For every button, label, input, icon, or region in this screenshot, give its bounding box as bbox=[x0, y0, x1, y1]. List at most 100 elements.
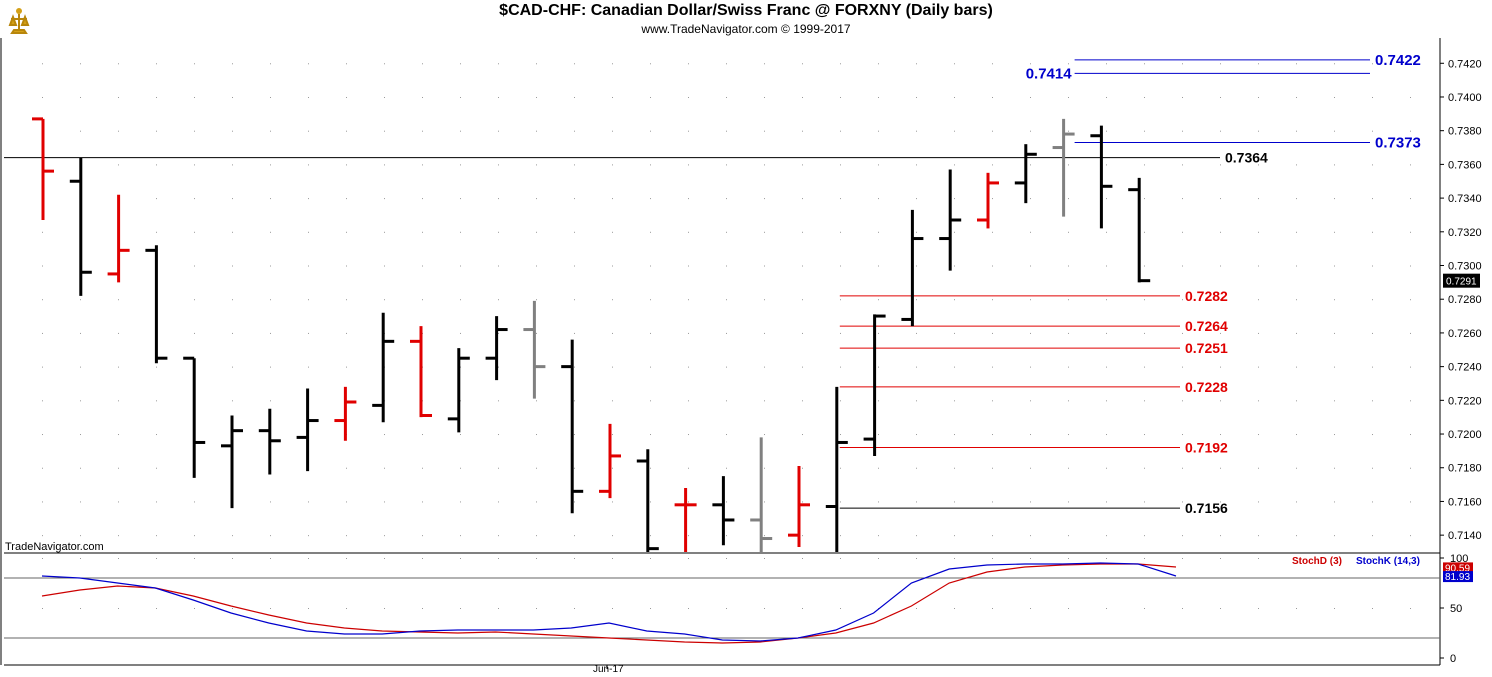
grid-dot bbox=[726, 265, 727, 267]
grid-dot bbox=[612, 299, 613, 301]
grid-dot bbox=[954, 96, 955, 98]
grid-dot bbox=[1030, 558, 1031, 559]
ohlc-bar bbox=[901, 209, 924, 327]
grid-dot bbox=[1220, 63, 1221, 65]
grid-dot bbox=[498, 366, 499, 368]
grid-dot bbox=[1258, 535, 1259, 537]
grid-dot bbox=[1410, 299, 1411, 301]
grid-dot bbox=[650, 299, 651, 301]
grid-dot bbox=[1372, 535, 1373, 537]
grid-dot bbox=[118, 63, 119, 65]
grid-dot bbox=[118, 467, 119, 469]
grid-dot bbox=[118, 608, 119, 609]
grid-dot bbox=[764, 558, 765, 559]
grid-dot bbox=[1144, 558, 1145, 559]
grid-dot bbox=[194, 535, 195, 537]
price-tick-label: 0.7360 bbox=[1448, 159, 1482, 171]
grid-dot bbox=[1372, 332, 1373, 334]
grid-dot bbox=[232, 130, 233, 132]
grid-dot bbox=[232, 608, 233, 609]
grid-dot bbox=[536, 558, 537, 559]
grid-dot bbox=[1182, 434, 1183, 436]
ohlc-bar bbox=[447, 348, 470, 433]
grid-dot bbox=[992, 63, 993, 65]
grid-dot bbox=[536, 96, 537, 98]
level-label: 0.7228 bbox=[1185, 379, 1228, 395]
grid-dot bbox=[1334, 332, 1335, 334]
grid-dot bbox=[1334, 164, 1335, 166]
grid-dots bbox=[42, 63, 1411, 609]
level-label: 0.7192 bbox=[1185, 440, 1228, 456]
grid-dot bbox=[498, 96, 499, 98]
grid-dot bbox=[878, 467, 879, 469]
grid-dot bbox=[1068, 164, 1069, 166]
grid-dot bbox=[688, 467, 689, 469]
grid-dot bbox=[80, 434, 81, 436]
grid-dot bbox=[650, 558, 651, 559]
grid-dot bbox=[460, 332, 461, 334]
grid-dot bbox=[536, 535, 537, 537]
price-tick-label: 0.7320 bbox=[1448, 227, 1482, 239]
grid-dot bbox=[1030, 608, 1031, 609]
ohlc-bar bbox=[1014, 144, 1037, 204]
grid-dot bbox=[42, 231, 43, 233]
grid-dot bbox=[384, 231, 385, 233]
grid-dot bbox=[1296, 400, 1297, 402]
grid-dot bbox=[1372, 501, 1373, 503]
grid-dot bbox=[1144, 299, 1145, 301]
grid-dot bbox=[650, 96, 651, 98]
grid-dot bbox=[954, 467, 955, 469]
grid-dot bbox=[346, 231, 347, 233]
grid-dot bbox=[1334, 63, 1335, 65]
grid-dot bbox=[688, 299, 689, 301]
ohlc-bar bbox=[523, 300, 546, 399]
grid-dot bbox=[840, 299, 841, 301]
grid-dot bbox=[498, 265, 499, 267]
grid-dot bbox=[232, 299, 233, 301]
grid-dot bbox=[612, 467, 613, 469]
grid-dot bbox=[650, 400, 651, 402]
grid-dot bbox=[574, 400, 575, 402]
grid-dot bbox=[650, 535, 651, 537]
ohlc-bar bbox=[825, 386, 848, 552]
grid-dot bbox=[156, 608, 157, 609]
grid-dot bbox=[916, 501, 917, 503]
grid-dot bbox=[840, 164, 841, 166]
grid-dot bbox=[1106, 558, 1107, 559]
grid-dot bbox=[650, 467, 651, 469]
grid-dot bbox=[992, 96, 993, 98]
grid-dot bbox=[270, 558, 271, 559]
grid-dot bbox=[1220, 366, 1221, 368]
grid-dot bbox=[612, 608, 613, 609]
grid-dot bbox=[232, 231, 233, 233]
grid-dot bbox=[156, 130, 157, 132]
grid-dot bbox=[764, 231, 765, 233]
grid-dot bbox=[992, 164, 993, 166]
ohlc-bar bbox=[334, 386, 357, 441]
grid-dot bbox=[726, 501, 727, 503]
grid-dot bbox=[1220, 434, 1221, 436]
grid-dot bbox=[992, 231, 993, 233]
grid-dot bbox=[574, 535, 575, 537]
grid-dot bbox=[612, 231, 613, 233]
grid-dot bbox=[232, 198, 233, 200]
grid-dot bbox=[422, 608, 423, 609]
grid-dot bbox=[764, 198, 765, 200]
ohlc-bar bbox=[1128, 177, 1151, 283]
grid-dot bbox=[954, 164, 955, 166]
grid-dot bbox=[916, 608, 917, 609]
grid-dot bbox=[118, 501, 119, 503]
grid-dot bbox=[726, 164, 727, 166]
grid-dot bbox=[308, 535, 309, 537]
grid-dot bbox=[1182, 231, 1183, 233]
grid-dot bbox=[80, 299, 81, 301]
grid-dot bbox=[308, 130, 309, 132]
grid-dot bbox=[574, 299, 575, 301]
grid-dot bbox=[1220, 231, 1221, 233]
grid-dot bbox=[1220, 96, 1221, 98]
stoch-k-value-box bbox=[1443, 571, 1473, 583]
grid-dot bbox=[802, 366, 803, 368]
grid-dot bbox=[612, 96, 613, 98]
grid-dot bbox=[536, 164, 537, 166]
